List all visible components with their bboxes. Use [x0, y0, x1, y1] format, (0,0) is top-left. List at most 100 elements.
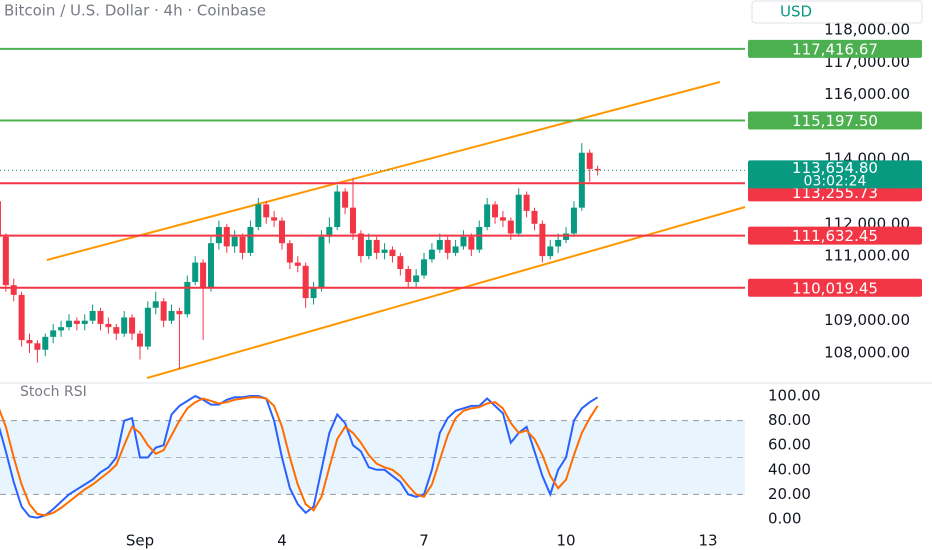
candle-body [10, 285, 17, 295]
candle-body [350, 207, 357, 234]
candle-body [286, 243, 293, 263]
plot-area [0, 81, 745, 519]
stoch-tick-label: 100.00 [768, 387, 821, 405]
stoch-tick-label: 40.00 [768, 460, 811, 478]
candle-body [492, 204, 499, 218]
candle-body [302, 265, 309, 299]
candle-body [294, 262, 301, 266]
candle-body [2, 236, 9, 286]
candle-body [176, 311, 183, 315]
candle-body [200, 262, 207, 289]
candle-body [89, 311, 96, 321]
candle-body [144, 307, 151, 347]
stoch-line [0, 396, 599, 517]
candle-body [476, 227, 483, 250]
y-tick-label: 116,000.00 [824, 85, 910, 103]
candle-body [365, 239, 372, 257]
candle-body [231, 236, 238, 247]
last-price-label: 113,654.80 [792, 159, 878, 177]
candle-body [26, 340, 33, 344]
currency[interactable]: USD [780, 3, 812, 21]
currency-box[interactable] [751, 0, 923, 24]
candle-body [357, 233, 364, 257]
candle-body [468, 236, 475, 250]
candle-body [255, 204, 262, 228]
level-label: 110,019.45 [792, 279, 878, 297]
stoch-tick-label: 20.00 [768, 485, 811, 503]
candle-body [223, 227, 230, 247]
candle-body [0, 201, 1, 237]
candle-body [192, 262, 199, 282]
candle-body [18, 294, 25, 341]
x-tick-label: 13 [699, 532, 718, 550]
candle-body [334, 191, 341, 228]
candle-body [507, 220, 514, 234]
candle-body [452, 246, 459, 253]
level-label: 117,416.67 [792, 40, 878, 58]
candle-body [50, 330, 57, 337]
candle-body [389, 249, 396, 257]
candle-body [578, 152, 585, 208]
candle-body [555, 239, 562, 247]
candle-body [129, 317, 136, 334]
candle-body [239, 236, 246, 253]
candle-body [136, 333, 143, 347]
x-tick-label: 7 [419, 532, 429, 550]
candle-body [247, 227, 254, 253]
candle-body [97, 311, 104, 324]
candle-body [184, 281, 191, 315]
candle-body [310, 288, 317, 299]
candle-body [113, 327, 120, 334]
indicator-title: Stoch RSI [20, 384, 87, 400]
y-tick-label: 118,000.00 [824, 21, 910, 39]
candle-body [105, 323, 112, 328]
level-label: 111,632.45 [792, 227, 878, 245]
candle-body [397, 256, 404, 270]
candle-body [570, 207, 577, 234]
stoch-tick-label: 80.00 [768, 411, 811, 429]
last-price-box [748, 160, 922, 189]
candle-body [160, 301, 167, 321]
candle-body [413, 275, 420, 282]
candle-body [515, 194, 522, 234]
candle-body [531, 210, 538, 224]
candle-body [563, 233, 570, 240]
candle-body [34, 343, 41, 350]
candle-body [436, 239, 443, 250]
channel-line [46, 81, 721, 261]
level-label-box [748, 278, 922, 297]
x-tick-label: Sep [126, 532, 154, 550]
y-tick-label: 109,000.00 [824, 311, 910, 329]
candle-body [342, 191, 349, 208]
candle-body [278, 220, 285, 244]
channel-line [146, 206, 745, 379]
level-label-box [748, 39, 922, 58]
candle-body [263, 204, 270, 218]
candle-body [65, 320, 72, 328]
candle-body [73, 320, 80, 324]
level-label: 115,197.50 [792, 112, 878, 130]
level-label-box [748, 226, 922, 245]
candle-body [271, 217, 278, 221]
candle-body [121, 317, 128, 334]
candle-body [58, 327, 65, 331]
candle-body [547, 246, 554, 257]
candle-body [207, 243, 214, 289]
y-tick-label: 111,000.00 [824, 247, 910, 265]
level-label-box [748, 111, 922, 130]
candle-body [523, 194, 530, 211]
candle-body [405, 269, 412, 282]
candle-body [168, 311, 175, 321]
candle-body [594, 168, 601, 171]
candle-body [81, 320, 88, 324]
candle-body [373, 239, 380, 253]
candle-body [539, 223, 546, 257]
stoch-line [0, 394, 599, 519]
candle-body [42, 336, 49, 350]
candle-body [318, 236, 325, 289]
candle-body [326, 227, 333, 237]
candle-body [381, 249, 388, 253]
y-tick-label: 108,000.00 [824, 343, 910, 361]
